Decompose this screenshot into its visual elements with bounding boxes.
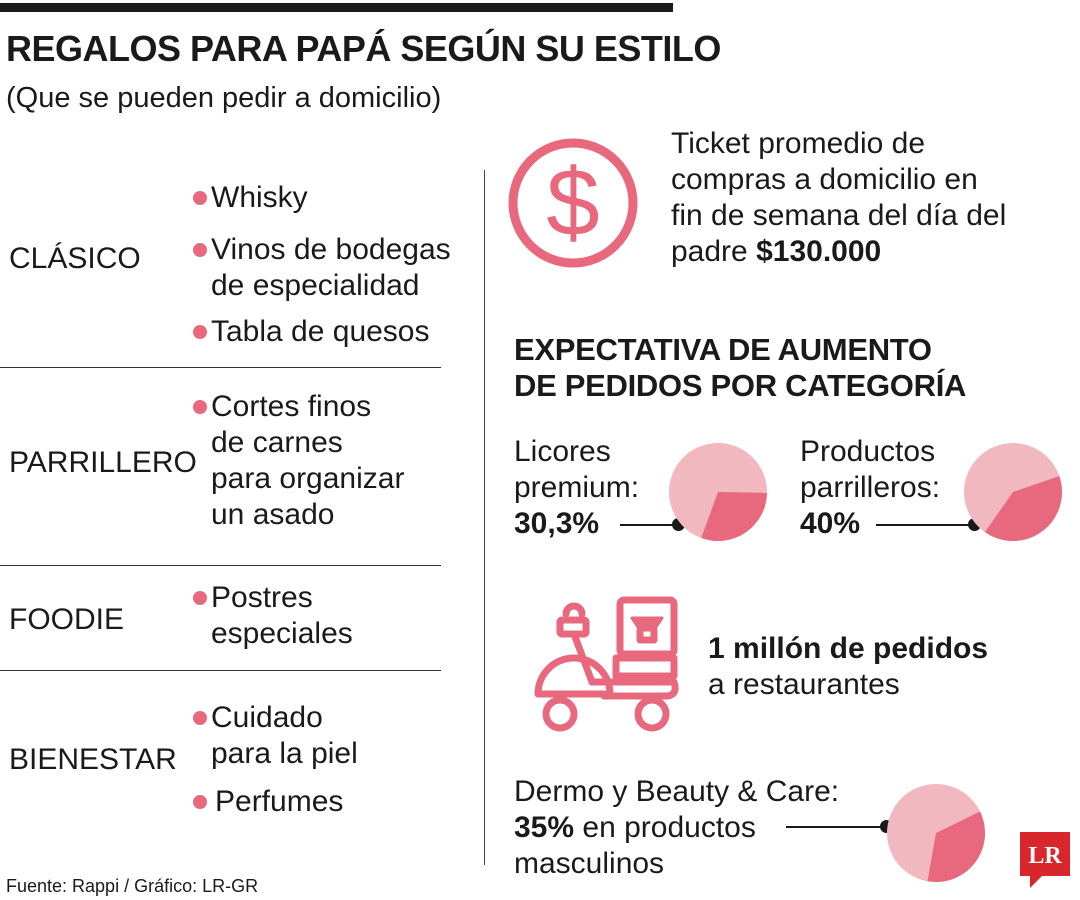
- dollar-circle-icon: $: [508, 138, 638, 268]
- page-subtitle: (Que se pueden pedir a domicilio): [6, 82, 442, 114]
- dermo-value: 35%: [514, 811, 575, 844]
- list-item: Cuidado para la piel: [193, 700, 358, 772]
- ticket-amount: $130.000: [756, 235, 882, 268]
- licores-label: Licores premium: 30,3%: [514, 435, 640, 540]
- lr-logo: LR: [1020, 832, 1070, 888]
- category-parrillero: PARRILLERO: [9, 446, 197, 479]
- top-rule: [0, 3, 673, 12]
- list-item: Vinos de bodegas de especialidad: [193, 232, 451, 304]
- leader-line: [876, 524, 972, 526]
- licores-value: 30,3%: [514, 507, 600, 540]
- dermo-text: Dermo y Beauty & Care: 35% en productos …: [514, 775, 840, 880]
- leader-line: [786, 826, 886, 828]
- leader-line: [620, 524, 678, 526]
- svg-text:LR: LR: [1028, 843, 1062, 869]
- bullet-icon: [193, 243, 207, 257]
- bullet-icon: [193, 711, 207, 725]
- expectation-heading: EXPECTATIVA DE AUMENTO DE PEDIDOS POR CA…: [514, 332, 967, 403]
- list-item: Postres especiales: [193, 580, 353, 652]
- parrilleros-value: 40%: [800, 507, 861, 540]
- pie-licores: [669, 443, 767, 541]
- list-item: Tabla de quesos: [193, 314, 430, 350]
- bullet-icon: [193, 325, 207, 339]
- pie-slice-value: [927, 811, 985, 882]
- bullet-icon: [193, 795, 207, 809]
- pie-dermo: [887, 784, 985, 882]
- pie-slice-value: [984, 476, 1062, 541]
- bullet-icon: [193, 400, 207, 414]
- category-bienestar: BIENESTAR: [9, 743, 177, 776]
- pie-parrilleros: [964, 443, 1062, 541]
- category-foodie: FOODIE: [9, 603, 125, 636]
- source-credit: Fuente: Rappi / Gráfico: LR-GR: [6, 876, 259, 896]
- ticket-text: Ticket promedio de compras a domicilio e…: [671, 127, 1007, 268]
- svg-text:$: $: [546, 149, 599, 256]
- divider: [0, 670, 441, 671]
- divider: [0, 367, 441, 368]
- column-divider: [484, 170, 485, 865]
- list-item: Whisky: [193, 180, 308, 216]
- list-item: Cortes finos de carnes para organizar un…: [193, 389, 404, 533]
- divider: [0, 565, 441, 566]
- orders-bold: 1 millón de pedidos: [708, 632, 989, 665]
- pie-slice-value: [701, 492, 767, 541]
- page-title: REGALOS PARA PAPÁ SEGÚN SU ESTILO: [6, 28, 721, 69]
- bullet-icon: [193, 191, 207, 205]
- list-item: Perfumes: [193, 784, 343, 820]
- delivery-scooter-icon: [534, 596, 679, 732]
- orders-text: 1 millón de pedidos a restaurantes: [708, 632, 989, 701]
- parrilleros-label: Productos parrilleros: 40%: [800, 435, 941, 540]
- bullet-icon: [193, 591, 207, 605]
- category-clasico: CLÁSICO: [9, 242, 141, 275]
